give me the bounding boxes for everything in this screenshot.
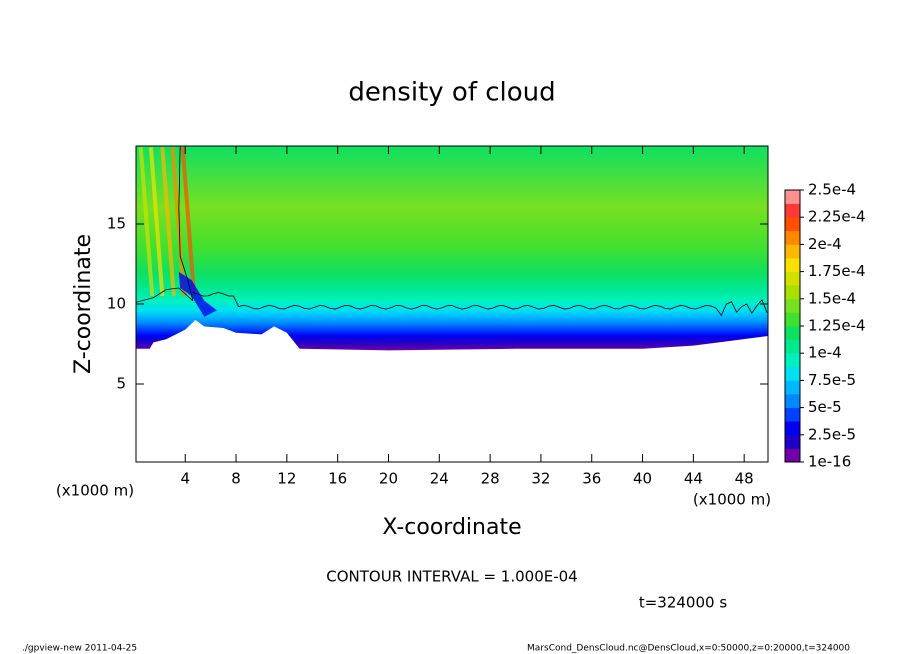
y-tick-label: 5: [116, 375, 126, 393]
colorbar-band: [785, 298, 800, 313]
x-tick-label: 40: [633, 470, 652, 488]
colorbar-band: [785, 203, 800, 218]
colorbar-band: [785, 448, 800, 463]
x-tick-label: 20: [379, 470, 398, 488]
colorbar-band: [785, 244, 800, 259]
colorbar-tick-label: 2e-4: [808, 235, 842, 253]
colorbar-band: [785, 434, 800, 449]
colorbar-band: [785, 353, 800, 368]
x-tick-label: 24: [430, 470, 449, 488]
x-tick-label: 12: [277, 470, 296, 488]
colorbar-band: [785, 217, 800, 232]
field-streak: [170, 147, 186, 297]
colorbar-band: [785, 326, 800, 340]
colorbar-band: [785, 285, 800, 300]
field-streak: [148, 147, 165, 297]
time-label: t=324000 s: [639, 594, 727, 612]
colorbar-band: [785, 366, 800, 381]
contour-line: [135, 287, 194, 303]
colorbar-tick-label: 1e-4: [808, 344, 842, 362]
field-streak: [160, 147, 176, 297]
footer-left: ./gpview-new 2011-04-25: [22, 644, 137, 654]
colorbar-tick-label: 2.5e-4: [808, 181, 856, 199]
field: [136, 146, 768, 351]
colorbar-band: [785, 271, 800, 286]
x-tick-label: 28: [481, 470, 500, 488]
x-tick-label: 16: [328, 470, 347, 488]
y-tick-label: 15: [107, 215, 126, 233]
colorbar-band: [785, 190, 800, 204]
contour-interval: CONTOUR INTERVAL = 1.000E-04: [326, 568, 577, 586]
x-tick-label: 44: [684, 470, 703, 488]
colorbar-tick-label: 1.5e-4: [808, 289, 856, 307]
colorbar-band: [785, 312, 800, 327]
contour-line: [178, 145, 194, 301]
colorbar-band: [785, 230, 800, 245]
colorbar-tick-label: 2.25e-4: [808, 208, 866, 226]
colorbar-band: [785, 421, 800, 436]
colorbar-tick-label: 5e-5: [808, 398, 842, 416]
colorbar-band: [785, 380, 800, 395]
y-axis-label: Z-coordinate: [71, 234, 96, 374]
x-unit: (x1000 m): [693, 491, 771, 509]
y-unit: (x1000 m): [56, 482, 134, 500]
colorbar-band: [785, 258, 800, 272]
colorbar-tick-label: 7.5e-5: [808, 371, 856, 389]
x-tick-label: 4: [180, 470, 190, 488]
footer-right: MarsCond_DensCloud.nc@DensCloud,x=0:5000…: [527, 644, 850, 654]
field-streak: [180, 147, 197, 297]
colorbar-band: [785, 339, 800, 354]
x-tick-label: 32: [531, 470, 550, 488]
colorbar-band: [785, 394, 800, 408]
colorbar-tick-label: 2.5e-5: [808, 425, 856, 443]
colorbar-tick-label: 1.25e-4: [808, 317, 866, 335]
colorbar-band: [785, 407, 800, 422]
x-axis-label: X-coordinate: [382, 515, 521, 540]
y-tick-label: 10: [107, 295, 126, 313]
field-streak: [138, 147, 155, 297]
colorbar-tick-label: 1e-16: [808, 453, 851, 471]
contour-line: [192, 292, 768, 317]
x-tick-label: 36: [582, 470, 601, 488]
x-tick-label: 8: [231, 470, 241, 488]
colorbar-tick-label: 1.75e-4: [808, 262, 866, 280]
x-tick-label: 48: [735, 470, 754, 488]
chart-title: density of cloud: [348, 78, 555, 108]
